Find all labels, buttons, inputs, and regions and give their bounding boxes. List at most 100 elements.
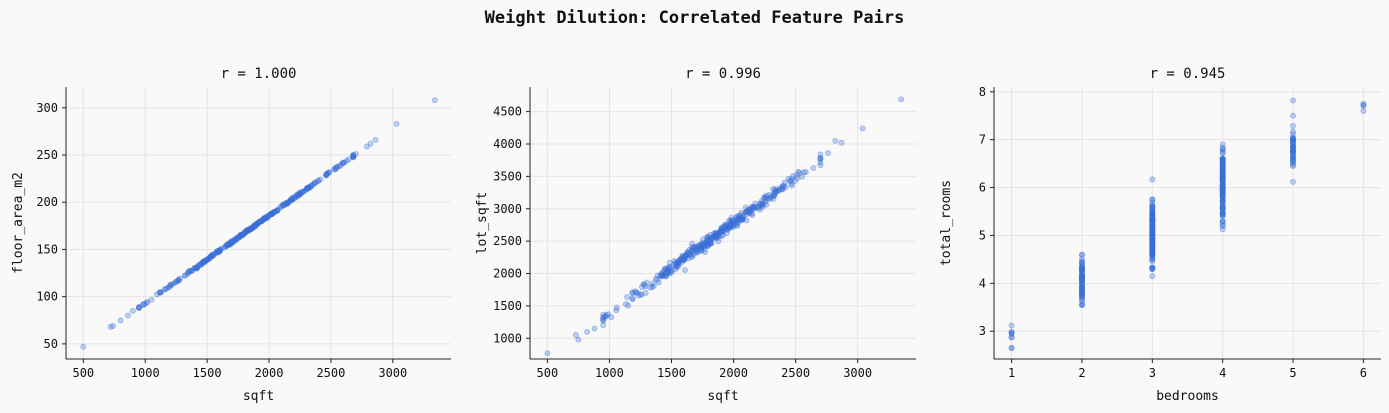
data-point <box>153 291 160 298</box>
data-point <box>702 249 708 256</box>
data-point <box>1079 292 1085 298</box>
data-point <box>682 252 689 259</box>
data-point <box>1149 249 1156 256</box>
data-point <box>701 241 708 247</box>
data-point <box>1219 184 1226 191</box>
data-point <box>699 240 706 247</box>
data-point <box>1079 287 1085 294</box>
data-point <box>296 191 303 198</box>
data-point <box>264 213 271 220</box>
data-point <box>1079 271 1085 278</box>
data-point <box>1149 211 1156 218</box>
data-point <box>1079 290 1085 297</box>
data-point <box>244 227 250 234</box>
data-point <box>1149 247 1156 254</box>
data-point <box>1149 225 1156 232</box>
data-point <box>1149 199 1156 206</box>
data-point <box>1079 301 1085 308</box>
data-point <box>759 204 766 211</box>
data-point <box>1149 215 1156 221</box>
data-point <box>1219 161 1226 168</box>
data-point <box>228 238 235 245</box>
panel-sqft-vs-lot-sqft: 500 1000 1500 2000 2500 3000 1000 1500 2000 2500 3… <box>475 66 916 404</box>
data-point <box>676 257 683 264</box>
y-tick-label: 6 <box>979 181 986 195</box>
data-point <box>1149 239 1156 246</box>
data-point <box>1149 239 1156 246</box>
data-point <box>703 243 710 250</box>
data-point <box>253 221 260 228</box>
data-point <box>1149 254 1156 261</box>
data-point <box>1079 277 1085 284</box>
data-point <box>1149 230 1156 237</box>
data-point <box>778 186 785 193</box>
data-point <box>243 228 250 235</box>
data-point <box>600 311 607 318</box>
data-point <box>723 225 730 232</box>
data-point <box>205 255 212 262</box>
data-point <box>1149 248 1156 255</box>
data-point <box>1149 243 1156 250</box>
data-point <box>743 209 750 215</box>
y-tick-label: 200 <box>36 195 58 209</box>
data-point <box>603 313 609 320</box>
data-point <box>1219 199 1226 206</box>
data-point <box>158 289 165 296</box>
data-point <box>332 165 338 172</box>
data-point <box>713 229 720 236</box>
data-point <box>188 268 195 275</box>
data-point <box>665 267 672 274</box>
data-point <box>196 261 203 268</box>
data-point <box>750 205 757 212</box>
data-point <box>1219 181 1226 188</box>
data-point <box>1219 162 1226 169</box>
data-point <box>244 226 251 233</box>
data-point <box>681 256 688 262</box>
data-point <box>237 232 244 239</box>
data-point <box>1290 151 1296 158</box>
data-point <box>166 284 172 291</box>
data-point <box>688 244 695 251</box>
data-point <box>662 272 669 279</box>
data-point <box>1149 264 1156 271</box>
data-point <box>1290 144 1296 151</box>
data-point <box>1149 215 1156 222</box>
data-point <box>287 197 294 204</box>
data-point <box>1149 207 1156 214</box>
data-point <box>749 212 756 219</box>
data-point <box>260 216 267 223</box>
data-point <box>1219 181 1226 188</box>
data-point <box>737 217 744 224</box>
data-point <box>263 214 270 221</box>
data-point <box>341 159 348 166</box>
data-point <box>1219 183 1226 190</box>
data-point <box>718 228 725 235</box>
data-point <box>1149 256 1156 263</box>
data-point <box>689 240 696 247</box>
data-point <box>644 279 650 286</box>
data-point <box>1149 236 1156 243</box>
data-point <box>763 192 770 199</box>
data-point <box>1290 156 1296 163</box>
data-point <box>363 143 370 150</box>
data-point <box>1149 249 1156 256</box>
data-point <box>237 232 244 239</box>
data-point <box>712 232 719 239</box>
data-point <box>758 201 765 208</box>
data-point <box>642 289 649 296</box>
data-point <box>1149 210 1156 217</box>
data-point <box>292 194 299 201</box>
data-point <box>231 238 238 245</box>
data-point <box>284 200 291 207</box>
data-point <box>1290 135 1296 141</box>
data-point <box>1079 276 1085 283</box>
y-tick-label: 4000 <box>493 137 522 151</box>
data-point <box>1149 227 1156 234</box>
data-point <box>698 244 705 251</box>
data-point <box>323 171 330 178</box>
data-point <box>723 223 730 230</box>
data-point <box>737 212 744 219</box>
data-point <box>711 233 718 239</box>
data-point <box>1149 206 1156 213</box>
data-point <box>284 200 291 207</box>
